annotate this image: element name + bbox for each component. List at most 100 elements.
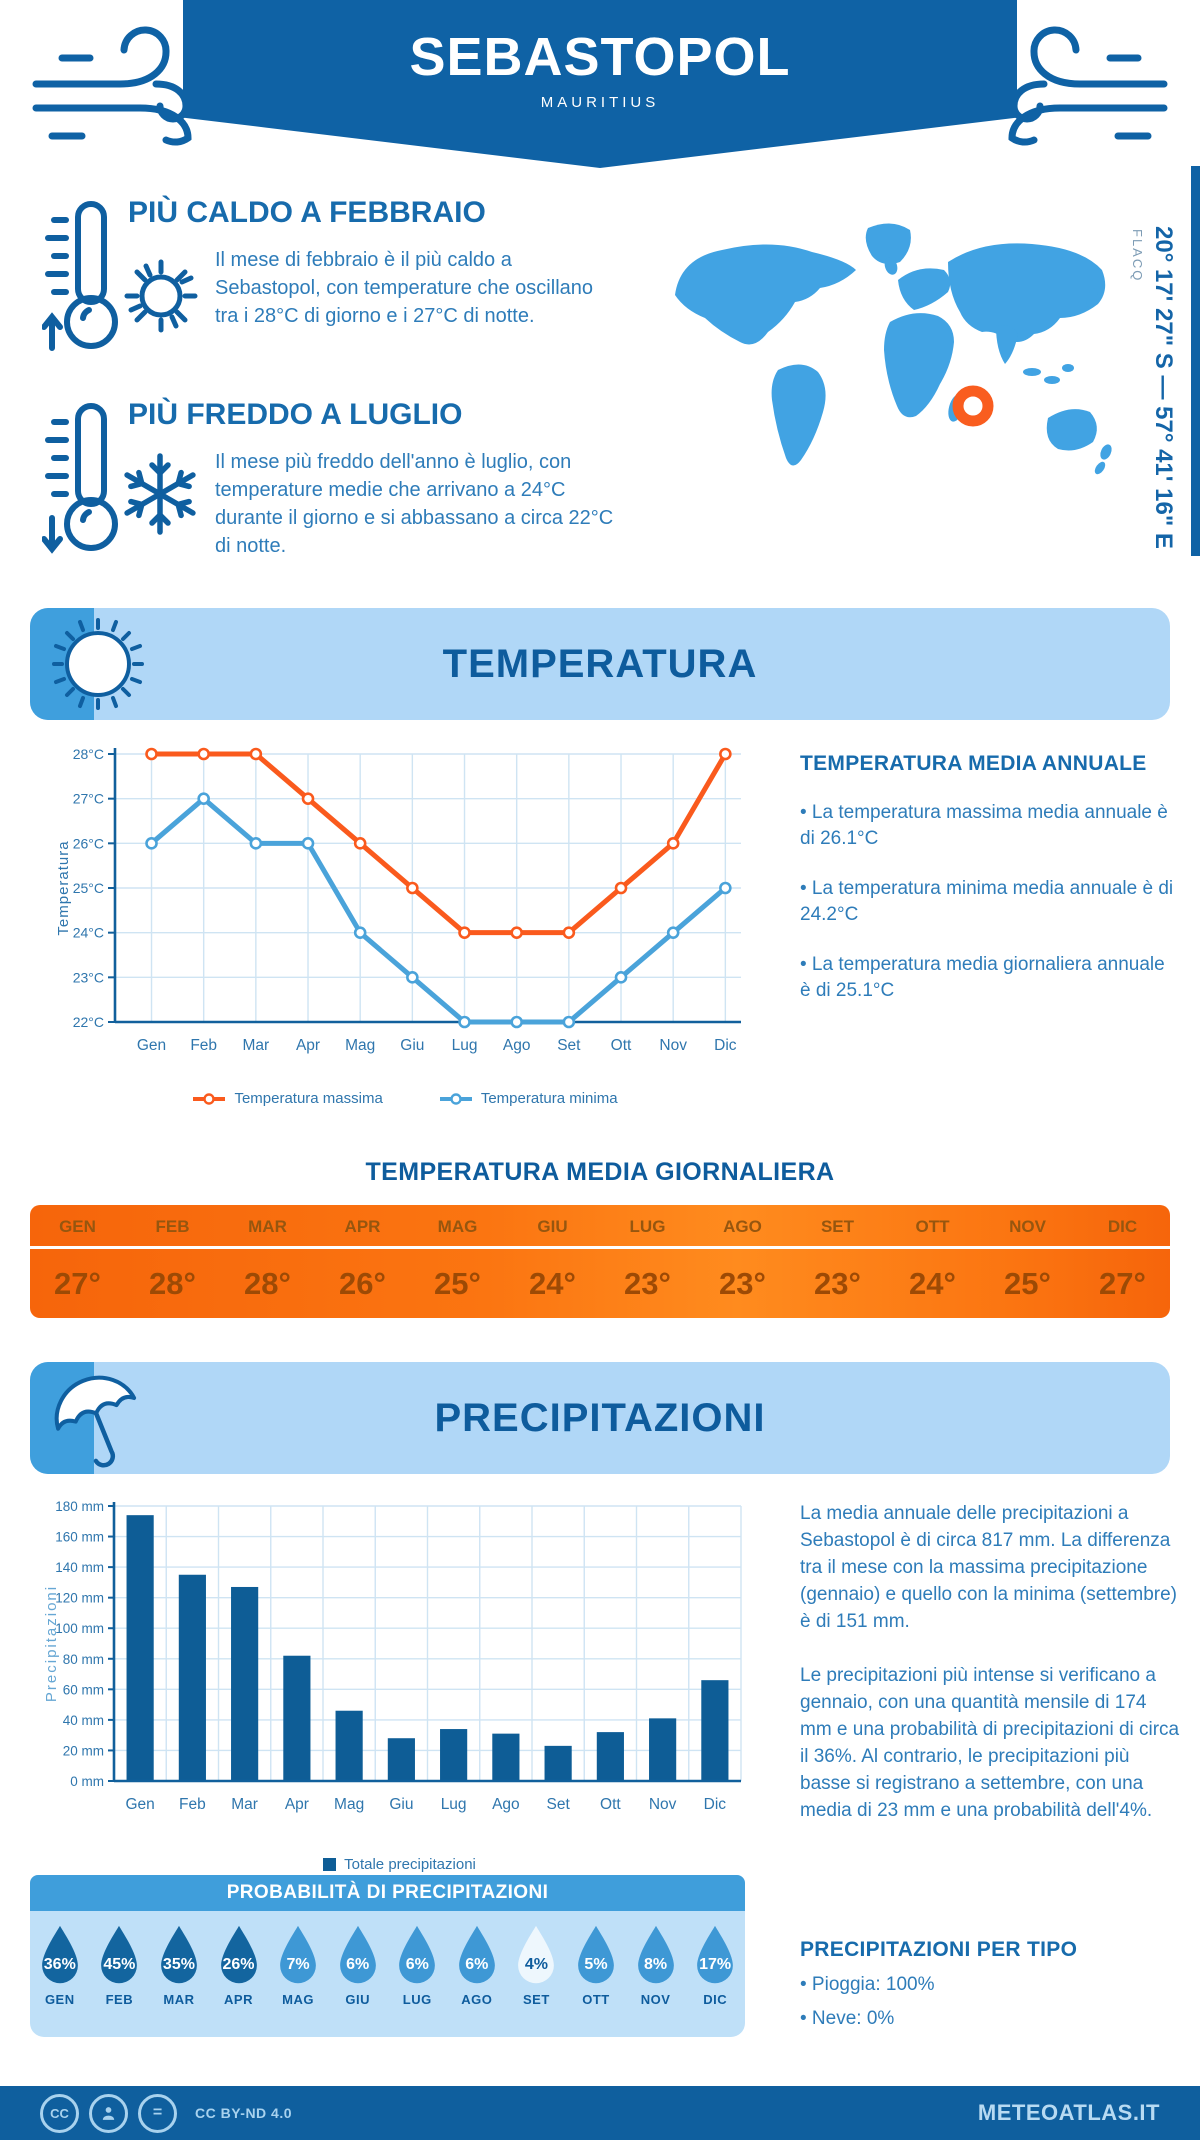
precipitation-type-block: PRECIPITAZIONI PER TIPO • Pioggia: 100% •… xyxy=(800,1938,1180,2032)
page-title: SEBASTOPOL xyxy=(409,27,791,87)
probability-drop-cell: 7% MAG xyxy=(271,1923,326,2007)
daily-table-value-cell: 23° xyxy=(719,1266,766,1301)
probability-drop-cell: 6% GIU xyxy=(330,1923,385,2007)
probability-value: 35% xyxy=(162,1956,195,1973)
legend-item-total: Totale precipitazioni xyxy=(323,1856,476,1873)
probability-month-label: DIC xyxy=(703,1992,728,2007)
raindrop-icon: 6% xyxy=(452,1923,502,1987)
annual-bullet: • La temperatura minima media annuale è … xyxy=(800,878,1174,925)
daily-table-month-cell: MAG xyxy=(437,1217,478,1236)
daily-average-table: GEN FEB MAR APR MAG GIU LUG AGO SET OTT NOV DIC 27°… xyxy=(30,1205,1170,1318)
sun-icon xyxy=(124,259,198,333)
right-edge-bar xyxy=(1191,166,1200,556)
no-derivatives-icon: = xyxy=(138,2093,177,2133)
probability-heading: PROBABILITÀ DI PRECIPITAZIONI xyxy=(30,1875,745,1911)
svg-text:Precipitazioni: Precipitazioni xyxy=(43,1585,60,1702)
svg-text:Nov: Nov xyxy=(659,1037,687,1054)
raindrop-icon: 6% xyxy=(333,1923,383,1987)
daily-table-value-cell: 27° xyxy=(1099,1266,1146,1301)
svg-text:Giu: Giu xyxy=(389,1796,413,1813)
daily-table-value-cell: 28° xyxy=(149,1266,196,1301)
svg-text:Mag: Mag xyxy=(345,1037,375,1054)
precipitation-text-block: La media annuale delle precipitazioni a … xyxy=(800,1500,1182,1824)
svg-text:26°C: 26°C xyxy=(73,835,104,851)
svg-text:Dic: Dic xyxy=(704,1796,727,1813)
site-label: METEOATLAS.IT xyxy=(977,2100,1160,2125)
probability-panel: 36% GEN 45% FEB 35% MAR 26% APR 7% MAG 6% GIU 6% LUG 6… xyxy=(30,1911,745,2037)
probability-drop-cell: 6% AGO xyxy=(449,1923,504,2007)
coldest-heading: PIÙ FREDDO A LUGLIO xyxy=(128,398,463,431)
svg-text:Mag: Mag xyxy=(334,1796,364,1813)
svg-text:180 mm: 180 mm xyxy=(55,1499,104,1514)
legend-item-min: Temperatura minima xyxy=(439,1090,618,1107)
thermometer-down-icon xyxy=(42,403,118,554)
raindrop-icon: 45% xyxy=(94,1923,144,1987)
probability-month-label: LUG xyxy=(402,1992,432,2007)
svg-text:Lug: Lug xyxy=(441,1796,467,1813)
svg-text:Temperatura: Temperatura xyxy=(55,840,72,935)
raindrop-icon: 17% xyxy=(690,1923,740,1987)
svg-text:Apr: Apr xyxy=(285,1796,309,1813)
daily-table-value-cell: 25° xyxy=(1004,1266,1051,1301)
snowflake-icon xyxy=(124,453,196,535)
probability-month-label: MAR xyxy=(163,1992,195,2007)
precipitation-banner: PRECIPITAZIONI xyxy=(30,1362,1170,1474)
svg-text:Ago: Ago xyxy=(492,1796,520,1813)
svg-text:80 mm: 80 mm xyxy=(63,1652,104,1667)
precipitation-paragraph: Le precipitazioni più intense si verific… xyxy=(800,1665,1180,1821)
svg-text:Ott: Ott xyxy=(611,1037,632,1054)
legend-min-marker xyxy=(439,1092,472,1105)
svg-text:Giu: Giu xyxy=(400,1037,424,1054)
coordinates-label: 20° 17' 27" S — 57° 41' 16" E xyxy=(1150,226,1177,549)
daily-table-month-cell: DIC xyxy=(1107,1217,1138,1236)
daily-table-month-cell: GEN xyxy=(59,1217,96,1236)
svg-text:Gen: Gen xyxy=(137,1037,166,1054)
cc-icon: CC xyxy=(40,2093,79,2133)
daily-table-month-cell: FEB xyxy=(155,1217,190,1236)
probability-value: 45% xyxy=(103,1956,136,1973)
temperature-section-title: TEMPERATURA xyxy=(442,641,758,686)
legend-min-label: Temperatura minima xyxy=(480,1090,618,1107)
precipitation-paragraph: La media annuale delle precipitazioni a … xyxy=(800,1503,1178,1632)
daily-table-month-cell: AGO xyxy=(723,1217,762,1236)
probability-drop-cell: 36% GEN xyxy=(32,1923,87,2007)
annual-bullet: • La temperatura massima media annuale è… xyxy=(800,802,1168,849)
region-label: FLACQ xyxy=(1130,229,1145,283)
legend-max-marker xyxy=(193,1092,226,1105)
temperature-chart: 22°C 23°C 24°C 25°C 26°C 27°C 28°C Gen Feb Mar Apr… xyxy=(55,746,741,1054)
probability-value: 26% xyxy=(222,1956,255,1973)
probability-value: 5% xyxy=(584,1956,608,1973)
daily-average-heading: TEMPERATURA MEDIA GIORNALIERA xyxy=(365,1158,835,1186)
svg-text:23°C: 23°C xyxy=(73,969,104,985)
annual-heading: TEMPERATURA MEDIA ANNUALE xyxy=(800,752,1147,775)
daily-table-month-cell: NOV xyxy=(1009,1217,1046,1236)
svg-text:120 mm: 120 mm xyxy=(55,1591,104,1606)
legend-total-label: Totale precipitazioni xyxy=(344,1856,476,1873)
daily-table-value-cell: 24° xyxy=(529,1266,576,1301)
svg-text:Ago: Ago xyxy=(503,1037,531,1054)
probability-drop-cell: 6% LUG xyxy=(390,1923,445,2007)
raindrop-icon: 4% xyxy=(511,1923,561,1987)
svg-text:Set: Set xyxy=(546,1796,570,1813)
person-icon xyxy=(102,2106,115,2120)
svg-text:140 mm: 140 mm xyxy=(55,1560,104,1575)
svg-text:Lug: Lug xyxy=(452,1037,478,1054)
daily-table-month-cell: SET xyxy=(820,1217,855,1236)
probability-value: 7% xyxy=(286,1956,310,1973)
precipitation-type-heading: PRECIPITAZIONI PER TIPO xyxy=(800,1938,1078,1961)
svg-text:27°C: 27°C xyxy=(73,791,104,807)
svg-text:Nov: Nov xyxy=(649,1796,677,1813)
page-subtitle: MAURITIUS xyxy=(540,94,660,111)
probability-month-label: FEB xyxy=(105,1992,134,2007)
probability-value: 6% xyxy=(346,1956,370,1973)
svg-text:100 mm: 100 mm xyxy=(55,1621,104,1636)
raindrop-icon: 6% xyxy=(392,1923,442,1987)
svg-text:Mar: Mar xyxy=(231,1796,258,1813)
coldest-text: Il mese più freddo dell'anno è luglio, c… xyxy=(215,451,614,557)
daily-table-values-row: 27° 28° 28° 26° 25° 24° 23° 23° 23° 24° 25° 27° xyxy=(30,1249,1170,1318)
svg-text:24°C: 24°C xyxy=(73,925,104,941)
raindrop-icon: 8% xyxy=(631,1923,681,1987)
warmest-text: Il mese di febbraio è il più caldo a Seb… xyxy=(215,249,594,327)
raindrop-icon: 36% xyxy=(35,1923,85,1987)
daily-table-month-cell: MAR xyxy=(248,1217,287,1236)
